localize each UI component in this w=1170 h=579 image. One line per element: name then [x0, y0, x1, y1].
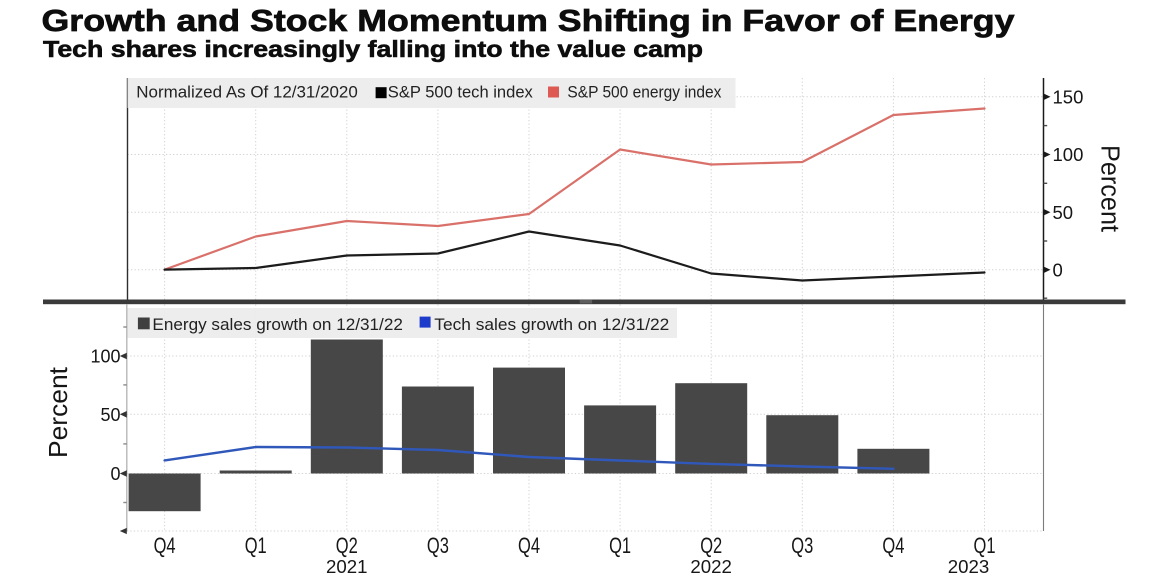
svg-text:50: 50	[100, 405, 120, 425]
svg-text:50: 50	[1053, 202, 1074, 223]
svg-text:Normalized As Of 12/31/2020: Normalized As Of 12/31/2020	[136, 82, 357, 101]
svg-text:Percent: Percent	[1096, 145, 1124, 232]
svg-text:S&P 500 energy index: S&P 500 energy index	[567, 82, 721, 101]
svg-text:100: 100	[90, 347, 120, 367]
svg-text:0: 0	[1053, 259, 1063, 280]
svg-text:Q1: Q1	[245, 533, 267, 558]
svg-text:Q1: Q1	[974, 533, 996, 558]
svg-text:Growth and Stock Momentum Shif: Growth and Stock Momentum Shifting in Fa…	[42, 3, 1016, 38]
svg-text:0: 0	[110, 464, 120, 484]
svg-text:2022: 2022	[690, 556, 732, 574]
svg-text:Q3: Q3	[427, 533, 449, 558]
svg-text:100: 100	[1053, 144, 1084, 165]
svg-text:Energy sales growth on 12/31/2: Energy sales growth on 12/31/22	[152, 315, 403, 334]
svg-text:Q2: Q2	[336, 533, 358, 558]
svg-text:Q4: Q4	[882, 533, 904, 558]
svg-text:Q4: Q4	[154, 533, 176, 558]
svg-text:Q3: Q3	[791, 533, 813, 558]
svg-text:2023: 2023	[948, 556, 990, 574]
svg-text:Percent: Percent	[43, 366, 73, 458]
svg-text:150: 150	[1053, 86, 1084, 107]
svg-text:S&P 500 tech index: S&P 500 tech index	[388, 82, 533, 101]
svg-text:2021: 2021	[326, 556, 368, 574]
svg-text:Q2: Q2	[700, 533, 722, 558]
svg-text:Q1: Q1	[609, 533, 631, 558]
svg-text:Tech sales growth on 12/31/22: Tech sales growth on 12/31/22	[434, 315, 669, 334]
svg-text:Tech shares increasingly falli: Tech shares increasingly falling into th…	[43, 36, 703, 62]
svg-text:Q4: Q4	[518, 533, 540, 558]
